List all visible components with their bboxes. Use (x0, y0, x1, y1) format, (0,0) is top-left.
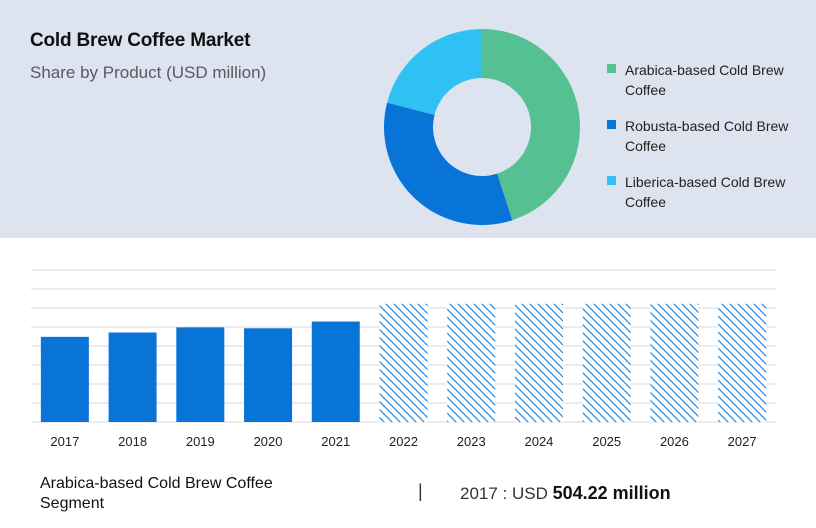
bar-2021 (311, 321, 360, 422)
bar-2019 (176, 327, 225, 422)
forecast-bar-2026 (650, 303, 699, 422)
legend-item-arabica: Arabica-based Cold Brew Coffee (607, 60, 807, 100)
x-tick-label-2019: 2019 (186, 434, 215, 449)
donut-slice-robusta (384, 102, 513, 225)
value-separator: | (418, 481, 423, 501)
x-tick-label-2026: 2026 (660, 434, 689, 449)
segment-value-amount: 504.22 million (552, 483, 671, 503)
forecast-bar-2022 (379, 303, 428, 422)
chart-title: Cold Brew Coffee Market (30, 30, 251, 51)
x-tick-label-2020: 2020 (254, 434, 283, 449)
legend-label-robusta: Robusta-based Cold Brew Coffee (625, 118, 789, 154)
bar-2018 (108, 332, 157, 422)
legend-label-liberica: Liberica-based Cold Brew Coffee (625, 174, 786, 210)
segment-value: 2017 : USD 504.22 million (460, 483, 671, 504)
x-tick-label-2021: 2021 (321, 434, 350, 449)
legend-item-liberica: Liberica-based Cold Brew Coffee (607, 172, 807, 212)
segment-value-prefix: 2017 : USD (460, 484, 553, 503)
chart-subtitle: Share by Product (USD million) (30, 63, 267, 82)
x-tick-label-2022: 2022 (389, 434, 418, 449)
x-tick-label-2024: 2024 (524, 434, 553, 449)
x-tick-label-2018: 2018 (118, 434, 147, 449)
bar-chart: 2017 2018 2019 2020 2021 2022 2023 2024 2025 2026… (31, 269, 776, 449)
donut-slice-liberica (387, 29, 482, 115)
x-tick-label-2023: 2023 (457, 434, 486, 449)
bar-2017 (40, 336, 89, 422)
x-tick-label-2027: 2027 (728, 434, 757, 449)
forecast-bar-2027 (718, 303, 767, 422)
forecast-bar-2023 (447, 303, 496, 422)
legend-swatch-arabica (607, 64, 616, 73)
donut-chart (384, 29, 580, 225)
x-tick-label-2017: 2017 (50, 434, 79, 449)
legend-item-robusta: Robusta-based Cold Brew Coffee (607, 116, 807, 156)
bar-2020 (244, 328, 293, 422)
forecast-bar-2025 (582, 303, 631, 422)
legend-swatch-robusta (607, 120, 616, 129)
legend-label-arabica: Arabica-based Cold Brew Coffee (625, 62, 784, 98)
donut-slice-arabica (482, 29, 580, 221)
forecast-bar-2024 (514, 303, 563, 422)
donut-legend: Arabica-based Cold Brew Coffee Robusta-b… (607, 60, 807, 228)
segment-label: Arabica-based Cold Brew Coffee Segment (40, 475, 273, 512)
legend-swatch-liberica (607, 176, 616, 185)
x-tick-label-2025: 2025 (592, 434, 621, 449)
